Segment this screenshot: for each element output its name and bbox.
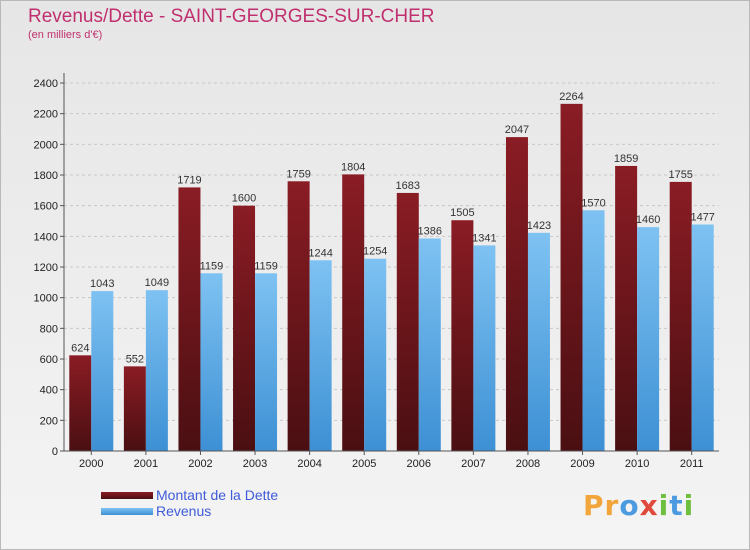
bar-debt: [615, 165, 638, 451]
bars: 624 1043 552 1049 1719 1159 1600 1159 1759 1244 18…: [69, 91, 715, 452]
x-tick-label: 2002: [188, 458, 212, 470]
y-tick-label: 1400: [34, 231, 58, 243]
bar-revenue: [309, 260, 332, 451]
y-tick-label: 0: [52, 446, 58, 458]
data-label-revenue: 1244: [308, 247, 332, 259]
bar-debt: [233, 205, 256, 451]
bar-debt: [669, 181, 692, 451]
bar-debt: [123, 366, 146, 451]
data-label-revenue: 1159: [254, 260, 278, 272]
chart-title: Revenus/Dette - SAINT-GEORGES-SUR-CHER: [28, 6, 435, 27]
bar-revenue: [527, 232, 550, 451]
x-tick-label: 2000: [79, 458, 103, 470]
bar-revenue: [91, 291, 114, 451]
x-tick-label: 2003: [243, 458, 267, 470]
data-label-debt: 1859: [614, 153, 638, 165]
bar-revenue: [364, 258, 387, 451]
y-tick-label: 400: [40, 385, 58, 397]
bar-revenue: [582, 210, 605, 451]
y-tick-label: 1800: [34, 170, 58, 182]
bar-debt: [287, 181, 310, 451]
chart-subtitle: (en milliers d'€): [28, 29, 103, 41]
y-tick-label: 1600: [34, 201, 58, 213]
bar-debt: [451, 220, 474, 451]
data-label-revenue: 1423: [527, 220, 551, 232]
bar-revenue: [200, 273, 223, 451]
x-axis: 2000 2001 2002 2003 2004 2005 2006 2007 2008 2009…: [64, 450, 719, 470]
bar-debt: [69, 355, 92, 451]
x-tick-label: 2008: [516, 458, 540, 470]
data-label-revenue: 1049: [145, 277, 169, 289]
bar-debt: [342, 174, 365, 452]
logo-letter: P: [583, 489, 605, 522]
data-label-debt: 552: [126, 353, 144, 365]
x-tick-label: 2005: [352, 458, 376, 470]
legend-label-debt: Montant de la Dette: [156, 487, 279, 503]
data-label-debt: 2047: [505, 124, 529, 136]
data-label-debt: 1683: [396, 180, 420, 192]
data-label-debt: 1755: [668, 169, 692, 181]
data-label-debt: 1719: [177, 174, 201, 186]
bar-revenue: [473, 245, 496, 451]
bar-revenue: [691, 224, 714, 451]
legend-label-revenue: Revenus: [156, 503, 212, 519]
y-tick-label: 2200: [34, 109, 58, 121]
data-label-revenue: 1477: [690, 212, 714, 224]
bar-revenue: [418, 238, 441, 451]
data-label-debt: 624: [71, 342, 89, 354]
proxiti-logo: Proxiti: [583, 489, 694, 522]
y-tick-label: 800: [40, 323, 58, 335]
x-tick-label: 2004: [297, 458, 321, 470]
y-axis: 0 200 400 600 800 1000 1200 1400 1600 1800 2000 220…: [34, 73, 65, 458]
bar-debt: [396, 192, 419, 451]
bar-revenue: [255, 273, 278, 451]
y-tick-label: 1000: [34, 293, 58, 305]
logo-letter: x: [639, 489, 659, 522]
data-label-debt: 1600: [232, 193, 256, 205]
data-label-debt: 1759: [286, 168, 310, 180]
bar-debt: [178, 187, 201, 452]
data-label-debt: 1804: [341, 161, 365, 173]
legend-swatch-debt: [101, 492, 153, 499]
bar-revenue: [637, 227, 660, 451]
data-label-revenue: 1341: [472, 232, 496, 244]
data-label-debt: 1505: [450, 207, 474, 219]
y-tick-label: 200: [40, 415, 58, 427]
data-label-revenue: 1043: [90, 278, 114, 290]
x-tick-label: 2009: [570, 458, 594, 470]
data-label-revenue: 1386: [418, 225, 442, 237]
bar-debt: [505, 137, 528, 452]
y-tick-label: 2000: [34, 139, 58, 151]
logo-letter: i: [658, 489, 670, 522]
data-label-revenue: 1254: [363, 246, 387, 258]
y-tick-label: 2400: [34, 78, 58, 90]
x-tick-label: 2006: [407, 458, 431, 470]
data-label-debt: 2264: [559, 91, 583, 103]
x-tick-label: 2001: [134, 458, 158, 470]
data-label-revenue: 1460: [636, 214, 660, 226]
logo-letter: i: [683, 489, 695, 522]
bar-revenue: [145, 290, 168, 451]
bar-debt: [560, 103, 583, 451]
y-tick-label: 600: [40, 354, 58, 366]
data-label-revenue: 1159: [200, 260, 224, 272]
logo-letter: o: [619, 489, 640, 522]
x-tick-label: 2011: [680, 458, 704, 470]
x-tick-label: 2007: [461, 458, 485, 470]
legend-swatch-revenue: [101, 508, 153, 515]
data-label-revenue: 1570: [581, 197, 605, 209]
y-tick-label: 1200: [34, 262, 58, 274]
logo-letter: r: [604, 489, 620, 522]
x-tick-label: 2010: [625, 458, 649, 470]
logo-letter: t: [669, 489, 684, 522]
